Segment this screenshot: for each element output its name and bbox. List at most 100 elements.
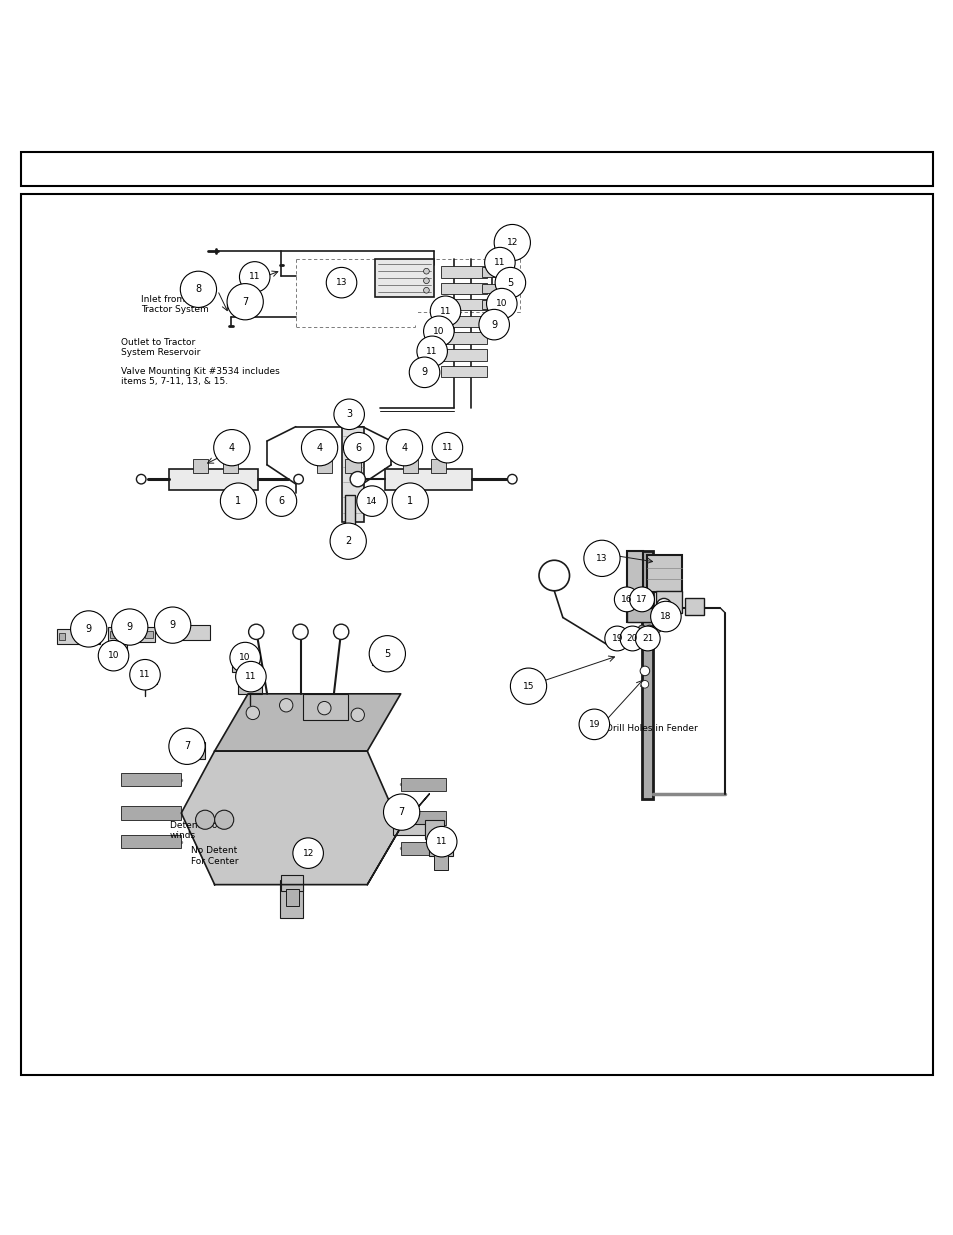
Text: 9: 9 xyxy=(421,367,427,378)
Circle shape xyxy=(214,810,233,829)
Text: 16: 16 xyxy=(620,595,632,604)
Bar xyxy=(372,645,400,666)
Circle shape xyxy=(350,472,365,487)
Text: 9: 9 xyxy=(170,620,175,630)
Circle shape xyxy=(423,268,429,274)
Circle shape xyxy=(230,642,260,673)
Bar xyxy=(431,459,446,473)
Circle shape xyxy=(154,608,191,643)
Bar xyxy=(232,653,257,672)
Circle shape xyxy=(629,587,654,611)
Bar xyxy=(440,332,486,343)
Circle shape xyxy=(195,810,214,829)
Text: 5: 5 xyxy=(507,278,513,288)
Text: 6: 6 xyxy=(278,496,284,506)
Bar xyxy=(102,645,127,661)
Bar xyxy=(481,284,505,293)
Circle shape xyxy=(426,826,456,857)
Circle shape xyxy=(432,432,462,463)
Circle shape xyxy=(538,561,569,590)
Bar xyxy=(223,459,238,473)
Bar xyxy=(440,350,486,361)
Bar xyxy=(121,773,181,787)
Bar xyxy=(481,300,505,309)
Circle shape xyxy=(583,540,619,577)
Circle shape xyxy=(351,708,364,721)
Circle shape xyxy=(266,485,296,516)
Circle shape xyxy=(98,641,129,671)
Bar xyxy=(91,632,98,641)
Circle shape xyxy=(213,430,250,466)
Bar xyxy=(385,468,472,489)
Text: 17: 17 xyxy=(636,595,647,604)
Circle shape xyxy=(423,288,429,293)
Text: No Detent
For Center: No Detent For Center xyxy=(191,846,238,866)
Circle shape xyxy=(293,837,323,868)
Circle shape xyxy=(293,624,308,640)
Text: 19: 19 xyxy=(611,634,622,643)
Bar xyxy=(345,459,360,473)
Text: 10: 10 xyxy=(239,653,251,662)
Text: Inlet from
Tractor System: Inlet from Tractor System xyxy=(141,295,209,315)
Text: 6: 6 xyxy=(355,442,361,453)
Bar xyxy=(402,459,417,473)
Circle shape xyxy=(112,609,148,645)
Text: 11: 11 xyxy=(441,443,453,452)
Circle shape xyxy=(635,626,659,651)
Circle shape xyxy=(639,666,649,676)
Circle shape xyxy=(326,268,356,298)
Circle shape xyxy=(343,432,374,463)
Bar xyxy=(193,459,208,473)
Circle shape xyxy=(317,701,331,715)
Bar xyxy=(434,855,448,871)
Circle shape xyxy=(423,316,454,347)
Circle shape xyxy=(656,599,671,614)
Bar xyxy=(440,267,486,278)
Circle shape xyxy=(246,706,259,720)
Circle shape xyxy=(416,336,447,367)
Bar xyxy=(641,551,653,799)
Bar xyxy=(238,674,262,694)
Text: 7: 7 xyxy=(398,808,404,818)
Bar xyxy=(440,283,486,294)
Circle shape xyxy=(423,278,429,284)
Bar xyxy=(375,259,434,296)
Bar xyxy=(167,625,210,641)
Circle shape xyxy=(578,709,609,740)
Circle shape xyxy=(334,624,349,640)
Text: 11: 11 xyxy=(439,306,451,316)
Bar xyxy=(400,778,446,792)
Circle shape xyxy=(301,430,337,466)
Circle shape xyxy=(619,626,644,651)
Circle shape xyxy=(604,626,629,651)
Bar xyxy=(303,694,348,720)
Circle shape xyxy=(484,247,515,278)
Polygon shape xyxy=(367,794,429,884)
Bar xyxy=(481,268,505,277)
Bar xyxy=(286,889,298,905)
Circle shape xyxy=(356,485,387,516)
Text: 10: 10 xyxy=(496,299,507,309)
Bar xyxy=(108,627,154,642)
Bar xyxy=(281,876,303,892)
Bar xyxy=(21,152,932,186)
Bar xyxy=(400,811,446,825)
Circle shape xyxy=(130,659,160,690)
Text: 14: 14 xyxy=(366,496,377,505)
Bar xyxy=(646,556,681,592)
Circle shape xyxy=(478,309,509,340)
Bar xyxy=(424,820,443,839)
Circle shape xyxy=(279,699,293,711)
Circle shape xyxy=(650,601,680,632)
Circle shape xyxy=(614,587,639,611)
Text: 10: 10 xyxy=(433,327,444,336)
Text: 13: 13 xyxy=(596,553,607,563)
Bar xyxy=(440,366,486,377)
Circle shape xyxy=(640,680,648,688)
Circle shape xyxy=(507,474,517,484)
Text: 21: 21 xyxy=(641,634,653,643)
Text: 11: 11 xyxy=(426,347,437,356)
Text: 13: 13 xyxy=(335,278,347,288)
Bar xyxy=(656,590,681,613)
Circle shape xyxy=(494,225,530,261)
